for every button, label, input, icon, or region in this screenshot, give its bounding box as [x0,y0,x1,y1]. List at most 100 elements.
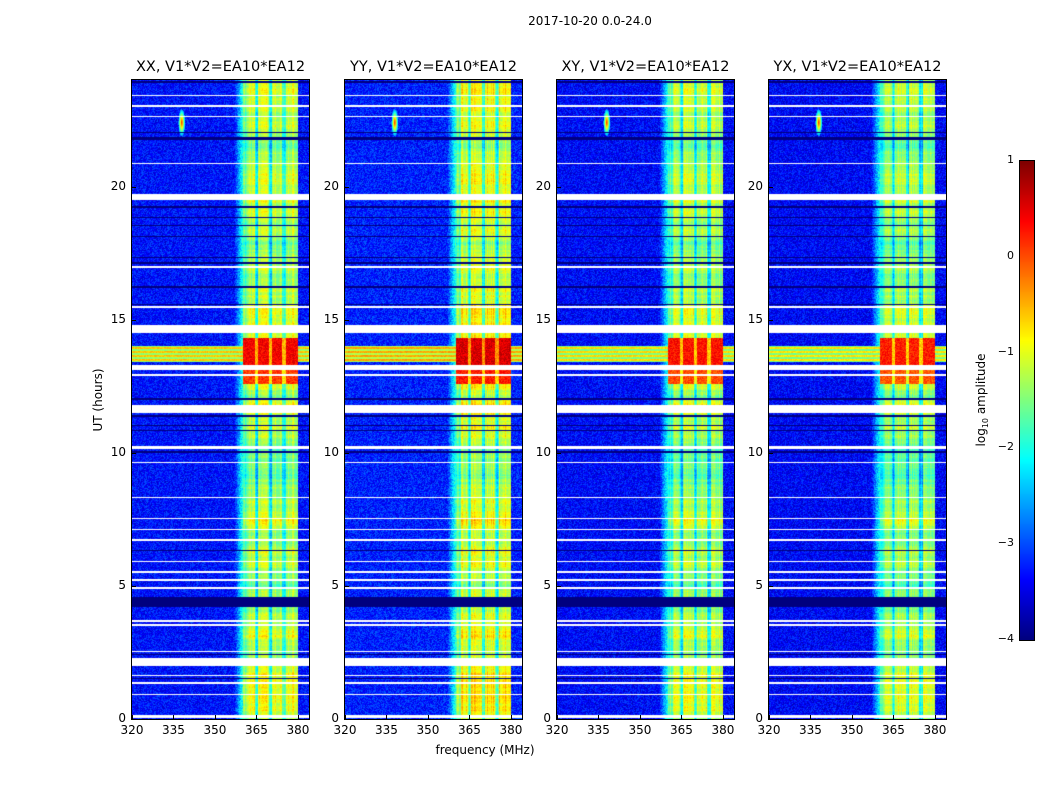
y-tick-mark [132,452,136,454]
colorbar-gradient [1020,161,1034,640]
colorbar-tick-label: −1 [997,344,1014,358]
heatmap-4 [769,80,946,719]
y-tick-mark [557,186,561,188]
colorbar-tick-label: 0 [1007,248,1014,262]
x-tick-mark [681,715,683,719]
colorbar-tick-label: −4 [997,632,1014,645]
panel-title-1: XX, V1*V2=EA10*EA12 [135,59,306,75]
colorbar [1019,160,1035,641]
y-tick-label: 15 [323,311,339,326]
waterfall-panel-3 [556,79,735,720]
x-tick-label: 350 [416,723,440,737]
x-tick-mark [934,715,936,719]
y-tick-label: 0 [118,711,126,725]
x-tick-label: 335 [587,723,610,737]
y-tick-label: 5 [118,577,126,592]
y-tick-mark [345,719,349,720]
y-tick-mark [769,186,773,188]
x-tick-mark [386,715,388,719]
y-tick-mark [132,585,136,587]
x-tick-label: 365 [458,723,481,737]
y-tick-label: 15 [535,311,551,326]
x-tick-label: 320 [333,723,357,737]
y-tick-mark [345,319,349,321]
y-tick-label: 10 [110,444,126,459]
x-tick-label: 335 [375,723,398,737]
x-tick-label: 320 [120,723,144,737]
y-tick-mark [345,186,349,188]
colorbar-label-sub: 10 [981,417,991,429]
x-tick-label: 380 [499,723,523,737]
colorbar-tick-label: −2 [997,440,1014,454]
x-tick-mark [297,715,299,719]
y-tick-label: 0 [543,711,551,725]
x-tick-mark [598,715,600,719]
y-tick-label: 0 [331,711,339,725]
x-tick-mark [722,715,724,719]
y-tick-mark [769,452,773,454]
x-tick-label: 320 [545,723,569,737]
colorbar-tick-label: 1 [1007,153,1014,166]
x-tick-label: 335 [799,723,822,737]
x-tick-label: 380 [286,723,310,737]
heatmap-3 [557,80,734,719]
waterfall-panel-4 [768,79,947,720]
x-tick-mark [345,715,346,719]
x-tick-mark [132,715,133,719]
y-tick-label: 10 [747,444,763,459]
x-tick-mark [510,715,512,719]
colorbar-label-text: amplitude [973,353,988,418]
y-axis-label: UT (hours) [91,368,105,432]
x-tick-mark [256,715,258,719]
y-tick-label: 15 [110,311,126,326]
x-axis-label: frequency (MHz) [435,743,535,757]
x-tick-mark [810,715,812,719]
x-tick-mark [893,715,895,719]
x-tick-mark [427,715,429,719]
x-tick-label: 365 [670,723,693,737]
y-tick-mark [769,585,773,587]
figure-title: 2017-10-20 0.0-24.0 [528,14,652,28]
x-tick-label: 335 [162,723,185,737]
y-tick-mark [132,186,136,188]
x-tick-mark [469,715,471,719]
y-tick-label: 20 [747,178,763,193]
heatmap-1 [132,80,309,719]
x-tick-label: 350 [203,723,227,737]
y-tick-mark [769,319,773,321]
x-tick-mark [557,715,558,719]
x-tick-label: 350 [628,723,652,737]
x-tick-label: 365 [245,723,268,737]
y-tick-mark [345,585,349,587]
x-tick-mark [214,715,216,719]
y-tick-label: 20 [535,178,551,193]
y-tick-label: 5 [543,577,551,592]
y-tick-mark [345,452,349,454]
panel-title-4: YX, V1*V2=EA10*EA12 [773,59,942,75]
y-tick-mark [557,719,561,720]
colorbar-tick-label: −3 [997,536,1014,550]
x-tick-mark [769,715,770,719]
panel-title-2: YY, V1*V2=EA10*EA12 [350,59,517,75]
x-tick-label: 320 [757,723,781,737]
x-tick-label: 365 [882,723,905,737]
y-tick-mark [557,452,561,454]
x-tick-label: 380 [711,723,735,737]
x-tick-mark [639,715,641,719]
y-tick-mark [557,319,561,321]
y-tick-label: 10 [323,444,339,459]
y-tick-label: 20 [323,178,339,193]
heatmap-2 [345,80,522,719]
waterfall-panel-2 [344,79,523,720]
x-tick-label: 350 [840,723,864,737]
y-tick-label: 15 [747,311,763,326]
y-tick-label: 10 [535,444,551,459]
y-tick-label: 20 [110,178,126,193]
panel-title-3: XY, V1*V2=EA10*EA12 [561,59,730,75]
x-tick-mark [173,715,175,719]
y-tick-label: 0 [755,711,763,725]
y-tick-mark [769,719,773,720]
y-tick-mark [557,585,561,587]
y-tick-label: 5 [331,577,339,592]
